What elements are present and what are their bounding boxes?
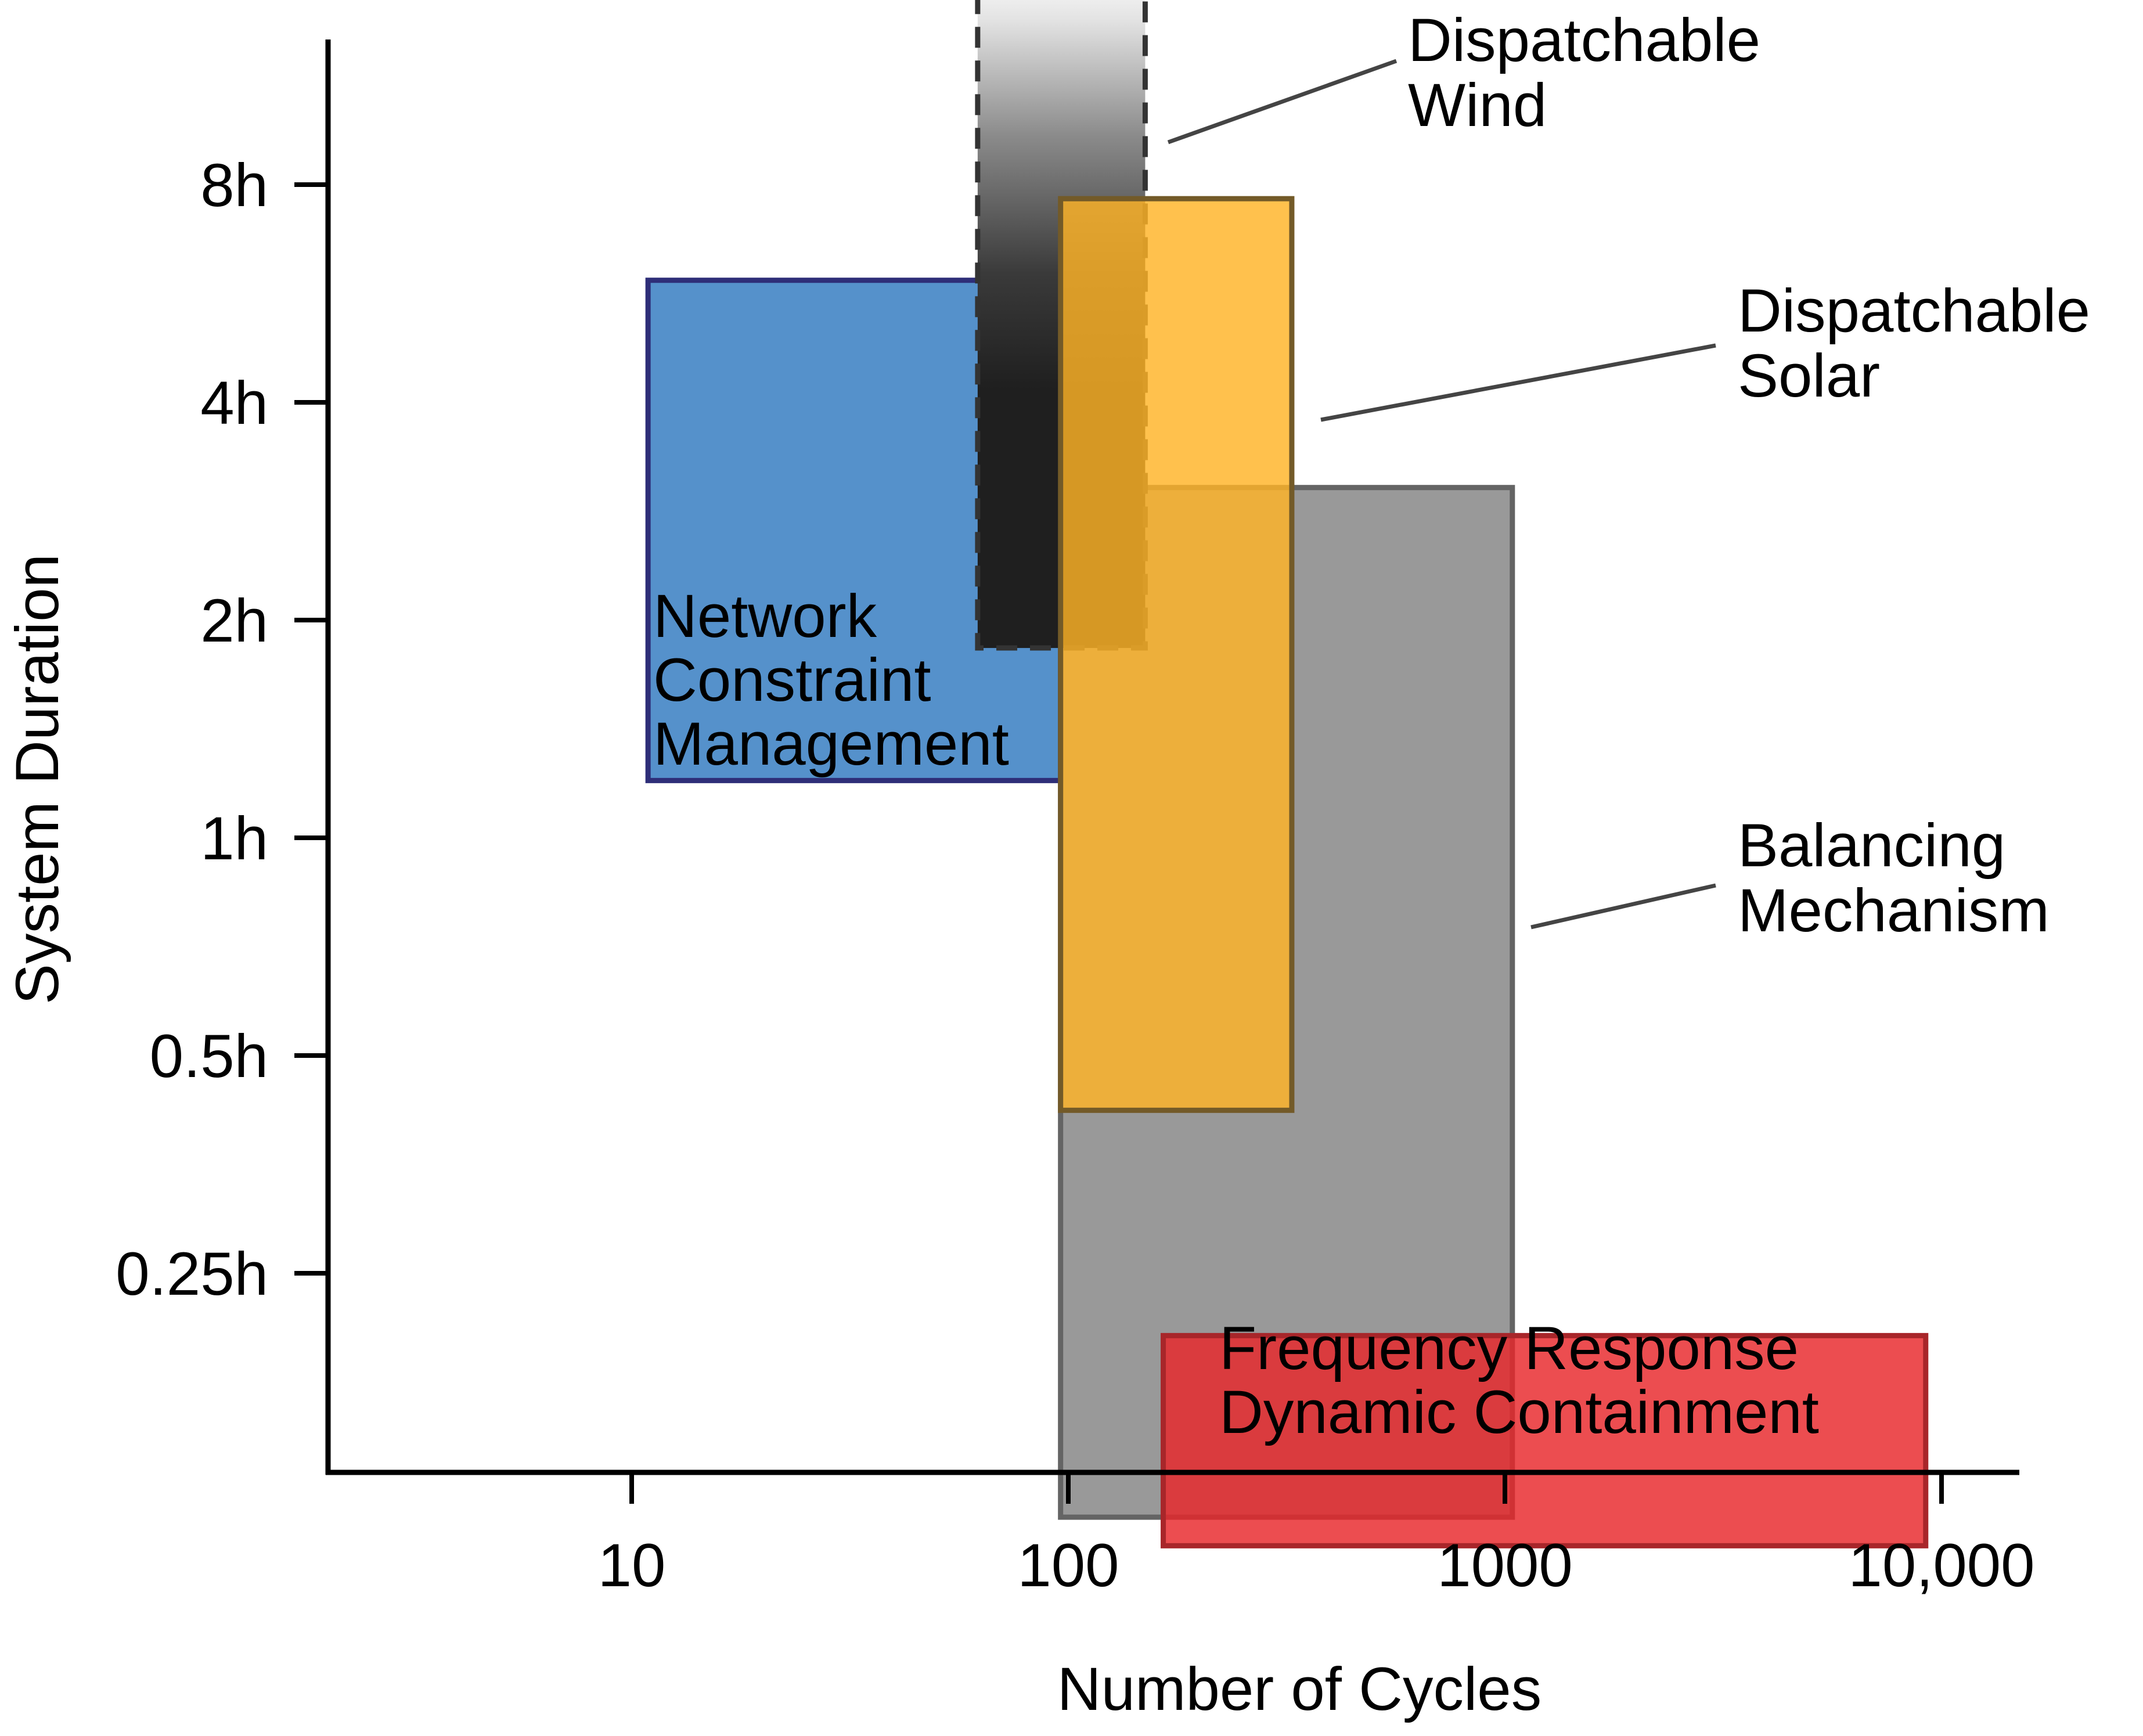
y-tick-label-0: 0.25h xyxy=(116,1240,268,1308)
annotation-wind: Dispatchable Wind xyxy=(1408,6,1777,139)
label-frequency: Frequency Response Dynamic Containment xyxy=(1219,1314,1819,1446)
x-tick-label-0: 10 xyxy=(598,1532,666,1600)
y-tick-label-4: 4h xyxy=(200,369,268,437)
region-solar xyxy=(1058,196,1295,1113)
y-tick-label-1: 0.5h xyxy=(150,1022,268,1090)
label-frequency-line-2: Dynamic Containment xyxy=(1219,1378,1819,1446)
y-tick-label-5: 8h xyxy=(200,152,268,219)
leader-line-solar xyxy=(1320,343,1716,422)
leader-lines xyxy=(1167,59,1716,930)
region-annotations: Dispatchable Wind Dispatchable Solar Bal… xyxy=(653,6,2107,1446)
annotation-solar: Dispatchable Solar xyxy=(1738,277,2107,410)
label-network-line-1: Network xyxy=(653,582,877,650)
annotation-wind-line-1: Dispatchable xyxy=(1408,6,1760,74)
x-axis-title: Number of Cycles xyxy=(1057,1655,1541,1723)
y-ticks: 0.25h 0.5h 1h 2h 4h 8h xyxy=(116,152,328,1308)
leader-line-balancing xyxy=(1530,883,1716,930)
leader-line-wind xyxy=(1167,59,1398,145)
label-network: Network Constraint Management xyxy=(653,582,1009,778)
axes xyxy=(325,39,2019,1475)
x-tick-label-1: 100 xyxy=(1017,1532,1119,1600)
x-tick-label-2: 1000 xyxy=(1437,1532,1573,1600)
label-frequency-line-1: Frequency Response xyxy=(1219,1314,1799,1382)
annotation-balancing-line-1: Balancing xyxy=(1738,812,2005,880)
annotation-wind-line-2: Wind xyxy=(1408,71,1547,139)
y-tick-label-2: 1h xyxy=(200,805,268,873)
label-network-line-2: Constraint xyxy=(653,646,931,714)
annotation-balancing: Balancing Mechanism xyxy=(1738,812,2050,945)
y-tick-label-3: 2h xyxy=(200,587,268,655)
annotation-solar-line-1: Dispatchable xyxy=(1738,277,2090,345)
annotation-balancing-line-2: Mechanism xyxy=(1738,877,2050,945)
annotation-solar-line-2: Solar xyxy=(1738,342,1880,410)
label-network-line-3: Management xyxy=(653,710,1009,778)
region-frequency xyxy=(1161,1332,1929,1548)
y-axis-title: System Duration xyxy=(3,554,71,1004)
range-regions xyxy=(645,0,1929,1548)
x-tick-label-3: 10,000 xyxy=(1848,1532,2034,1600)
x-ticks: 10 100 1000 10,000 xyxy=(598,1472,2035,1600)
